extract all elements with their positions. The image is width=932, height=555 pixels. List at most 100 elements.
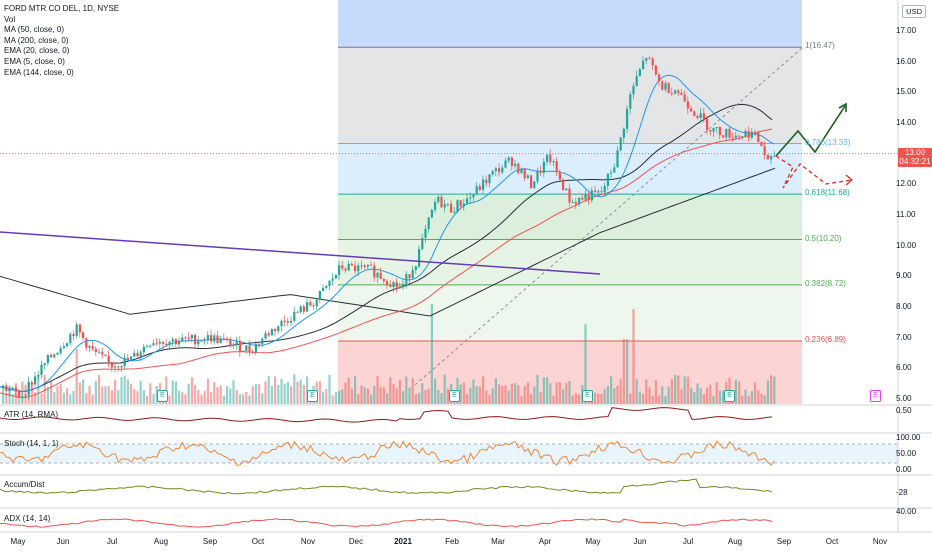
fib-zone [338,239,802,285]
indicator-ema20[interactable]: EMA (20, close, 0) [4,46,70,56]
earnings-marker[interactable]: E [157,390,168,402]
volume-bar [146,395,149,404]
candle-body [245,345,248,351]
indicator-ema144[interactable]: EMA (144, close, 0) [4,67,74,77]
atr-label[interactable]: ATR (14, RMA) [4,410,59,419]
candle-body [757,132,760,142]
candle-body [315,299,318,307]
candle-body [248,345,251,352]
volume-bar [478,386,481,404]
volume-bar [530,394,533,404]
candle-body [642,60,645,70]
stoch-axis-50: 50.00 [896,449,917,458]
volume-bar [414,394,417,404]
candle-body [226,338,229,340]
candle-body [706,118,709,130]
candle-body [270,329,273,336]
candle-body [763,146,766,155]
candle-body [632,85,635,95]
accum-label[interactable]: Accum/Dist [4,480,45,489]
volume-bar [424,389,427,404]
candle-body [418,249,421,267]
ema20-line [0,74,775,392]
indicator-vol[interactable]: Vol [4,14,16,24]
candle-body [478,186,481,190]
candle-body [718,127,721,136]
candle-body [590,190,593,201]
volume-bar [56,386,59,404]
volume-bar [574,393,577,404]
volume-bar [373,385,376,404]
volume-bar [40,393,43,404]
stoch-label[interactable]: Stoch (14, 1, 1) [4,439,59,448]
earnings-marker[interactable]: E [307,390,318,402]
volume-bar [667,386,670,404]
candle-body [5,385,8,391]
candle-body [347,263,350,271]
candle-body [66,343,69,347]
indicator-ema5[interactable]: EMA (5, close, 0) [4,56,65,66]
volume-bar [706,387,709,404]
currency-badge[interactable]: USD [902,5,926,18]
candle-body [117,366,120,368]
volume-bar [744,389,747,404]
candle-body [98,351,101,353]
volume-bar [322,391,325,404]
volume-bar [296,381,299,404]
earnings-marker[interactable]: E [582,390,593,402]
volume-bar [344,382,347,404]
volume-bar [318,381,321,404]
volume-bar [197,389,200,404]
candle-body [350,263,353,266]
fib-zone [338,47,802,144]
candle-body [30,382,33,385]
candle-body [446,203,449,205]
earnings-marker[interactable]: E [449,390,460,402]
volume-bar [136,391,139,404]
candle-body [370,264,373,266]
volume-bar [539,392,542,404]
volume-bar [274,376,277,404]
volume-bar [338,390,341,404]
candle-body [510,157,513,167]
candle-body [485,179,488,184]
volume-bar [354,376,357,404]
volume-bar [648,387,651,404]
volume-bar [194,385,197,404]
candle-body [686,101,689,109]
volume-bar [600,393,603,404]
volume-bar [283,384,286,404]
symbol-title[interactable]: FORD MTR CO DEL, 1D, NYSE [4,4,120,13]
candle-body [648,58,651,60]
volume-bar [754,382,757,404]
earnings-marker-upcoming[interactable]: E [870,390,881,402]
candle-body [402,283,405,288]
volume-bar [462,382,465,404]
volume-bar [366,388,369,404]
candle-body [424,228,427,238]
volume-bar [85,393,88,404]
candle-body [450,203,453,213]
atr-axis-label: 0.50 [896,406,912,415]
indicator-ma50[interactable]: MA (50, close, 0) [4,25,65,35]
volume-bar [94,381,97,404]
earnings-marker[interactable]: E [724,390,735,402]
candle-body [197,340,200,345]
volume-bar [421,383,424,404]
adx-label[interactable]: ADX (14, 14) [4,514,51,523]
candle-body [280,320,283,327]
volume-bar [363,387,366,404]
volume-bar [693,392,696,404]
volume-bar [536,374,539,404]
candle-body [411,269,414,279]
indicator-ma200[interactable]: MA (200, close, 0) [4,35,69,45]
candle-body [440,196,443,208]
volume-bar [642,393,645,404]
candle-body [770,156,773,160]
volume-bar [357,394,360,404]
candle-body [165,343,168,346]
volume-bar [526,382,529,404]
candle-body [392,282,395,288]
